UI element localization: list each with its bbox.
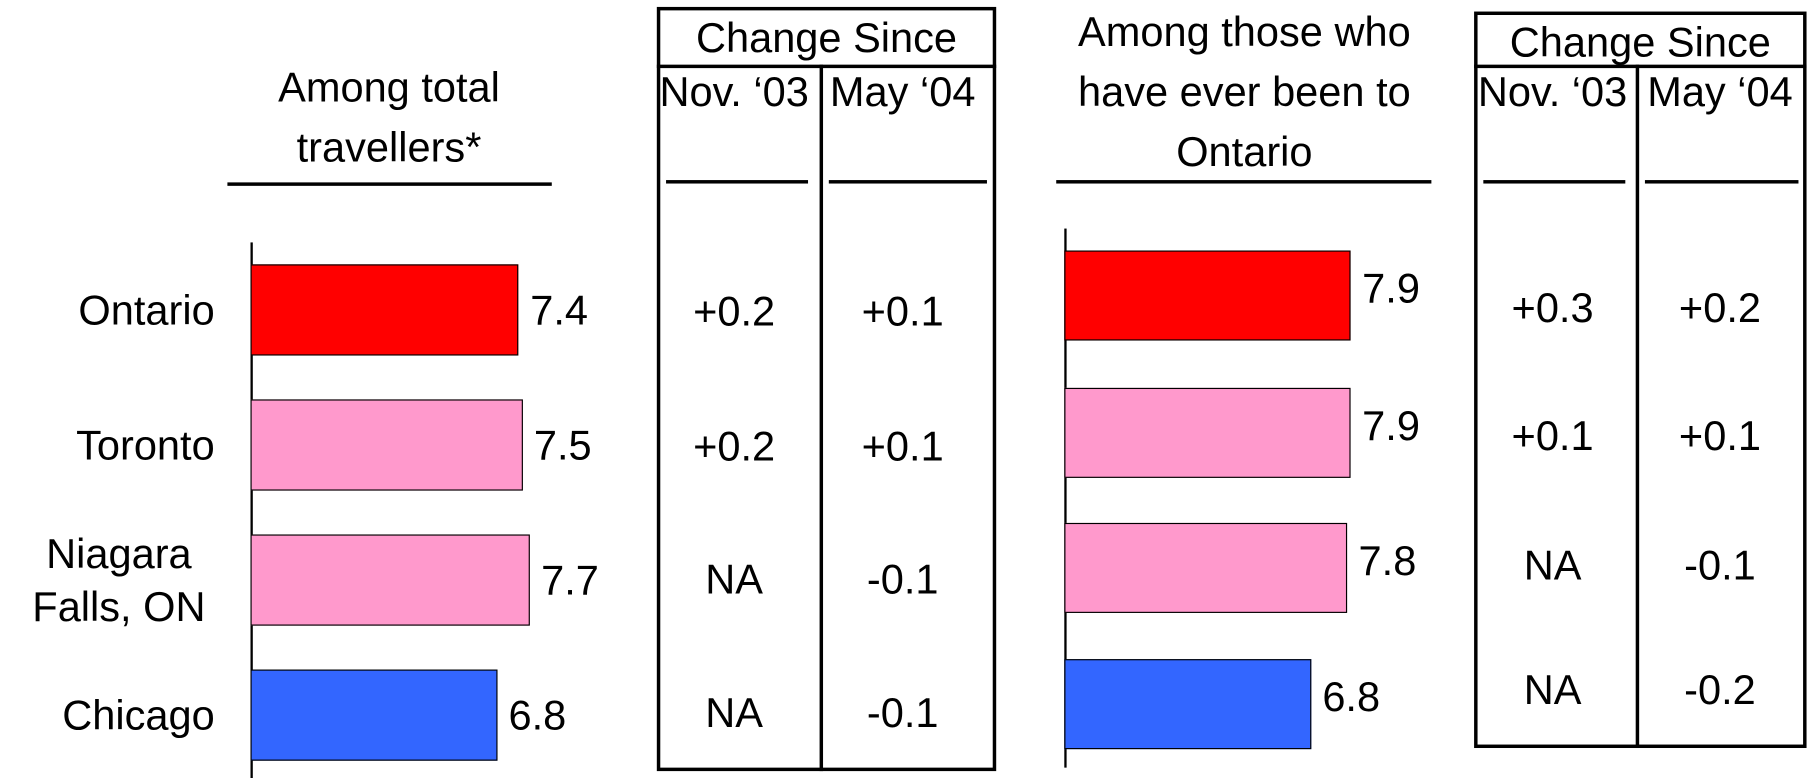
column-header: May ‘04: [829, 68, 976, 116]
bar: [1064, 522, 1348, 613]
value-label: 7.4: [530, 285, 589, 334]
table-box: [656, 6, 997, 772]
value-label: 6.8: [1322, 672, 1381, 721]
bar: [1064, 250, 1351, 341]
cell: NA: [705, 555, 764, 603]
rule: [1483, 180, 1626, 184]
category-label: Toronto: [76, 420, 215, 469]
category-label: Ontario: [78, 285, 215, 334]
rule: [1474, 64, 1807, 69]
cell: +0.3: [1511, 283, 1594, 332]
cell: NA: [1523, 666, 1582, 714]
rule: [1056, 180, 1432, 184]
category-label: Niagara Falls, ON: [32, 529, 206, 630]
table-header: Change Since: [695, 13, 958, 62]
rule: [1635, 64, 1640, 749]
bar: [1064, 387, 1351, 478]
rule: [828, 180, 987, 184]
table-box: [1474, 11, 1807, 749]
value-label: 6.8: [508, 690, 567, 739]
cell: -0.1: [866, 555, 939, 603]
cell: +0.2: [1678, 283, 1761, 332]
cell: +0.2: [693, 287, 776, 335]
rule: [666, 180, 809, 184]
rule: [819, 64, 824, 772]
bar: [250, 669, 497, 761]
column-header: Nov. ‘03: [659, 68, 809, 116]
chart-title: Among those who have ever been to Ontari…: [1078, 8, 1411, 176]
column-header: Nov. ‘03: [1477, 68, 1628, 116]
table-header: Change Since: [1509, 18, 1771, 66]
bar: [1064, 659, 1311, 750]
rule: [1644, 180, 1799, 184]
bar: [250, 399, 523, 491]
cell: NA: [705, 689, 764, 737]
value-label: 7.9: [1362, 264, 1420, 312]
cell: +0.1: [1678, 412, 1761, 460]
column-header: May ‘04: [1647, 68, 1793, 116]
rule: [1064, 228, 1067, 768]
value-label: 7.8: [1358, 536, 1417, 585]
cell: NA: [1523, 541, 1582, 589]
cell: +0.1: [1511, 412, 1594, 460]
cell: -0.2: [1684, 666, 1756, 714]
value-label: 7.7: [541, 555, 599, 604]
bar: [250, 264, 519, 356]
value-label: 7.9: [1362, 401, 1420, 450]
chart-title: Among total travellers*: [278, 63, 500, 171]
cell: +0.1: [861, 422, 944, 470]
category-label: Chicago: [62, 690, 215, 739]
rule: [227, 182, 552, 186]
rule: [250, 242, 253, 778]
cell: +0.1: [861, 287, 944, 335]
cell: +0.2: [693, 422, 776, 470]
cell: -0.1: [866, 689, 939, 737]
value-label: 7.5: [533, 420, 592, 469]
bar: [250, 534, 530, 626]
cell: -0.1: [1684, 541, 1756, 589]
rule: [656, 64, 997, 69]
